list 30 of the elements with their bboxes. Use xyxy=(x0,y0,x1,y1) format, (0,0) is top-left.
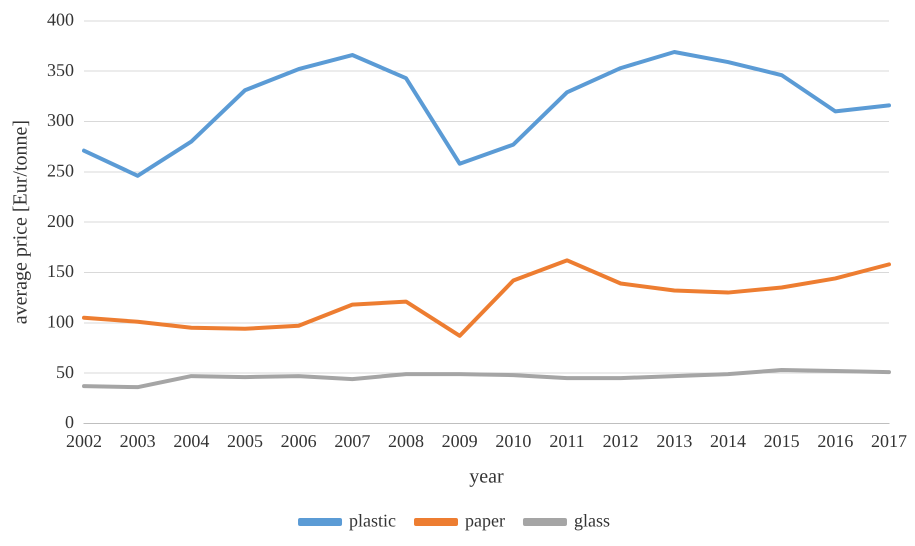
x-tick-label: 2005 xyxy=(227,430,263,451)
x-tick-label: 2015 xyxy=(764,430,800,451)
x-axis-title: year xyxy=(469,465,504,488)
x-tick-label: 2006 xyxy=(280,430,317,451)
y-tick-label: 100 xyxy=(47,311,74,332)
legend-label: paper xyxy=(465,510,505,531)
y-tick-label: 200 xyxy=(47,210,74,231)
x-tick-label: 2013 xyxy=(656,430,692,451)
legend-label: plastic xyxy=(349,510,396,531)
x-tick-label: 2014 xyxy=(710,430,746,451)
y-tick-label: 50 xyxy=(56,362,74,382)
y-tick-label: 400 xyxy=(47,10,74,30)
x-tick-label: 2016 xyxy=(817,430,854,451)
y-tick-label: 350 xyxy=(47,60,74,80)
x-tick-label: 2010 xyxy=(495,430,532,451)
x-tick-label: 2017 xyxy=(871,430,907,451)
y-tick-label: 150 xyxy=(47,261,74,282)
y-axis-title: average price [Eur/tonne] xyxy=(9,120,32,324)
x-tick-label: 2011 xyxy=(549,430,585,451)
y-tick-label: 250 xyxy=(47,160,74,181)
x-tick-label: 2003 xyxy=(120,430,156,451)
y-tick-label: 300 xyxy=(47,110,74,130)
x-tick-label: 2004 xyxy=(173,430,210,451)
x-tick-label: 2007 xyxy=(334,430,370,451)
x-tick-label: 2002 xyxy=(66,430,102,451)
legend-label: glass xyxy=(574,510,610,531)
y-tick-label: 0 xyxy=(65,412,74,432)
x-tick-label: 2012 xyxy=(602,430,639,451)
x-tick-label: 2009 xyxy=(442,430,478,451)
x-tick-label: 2008 xyxy=(388,430,424,451)
